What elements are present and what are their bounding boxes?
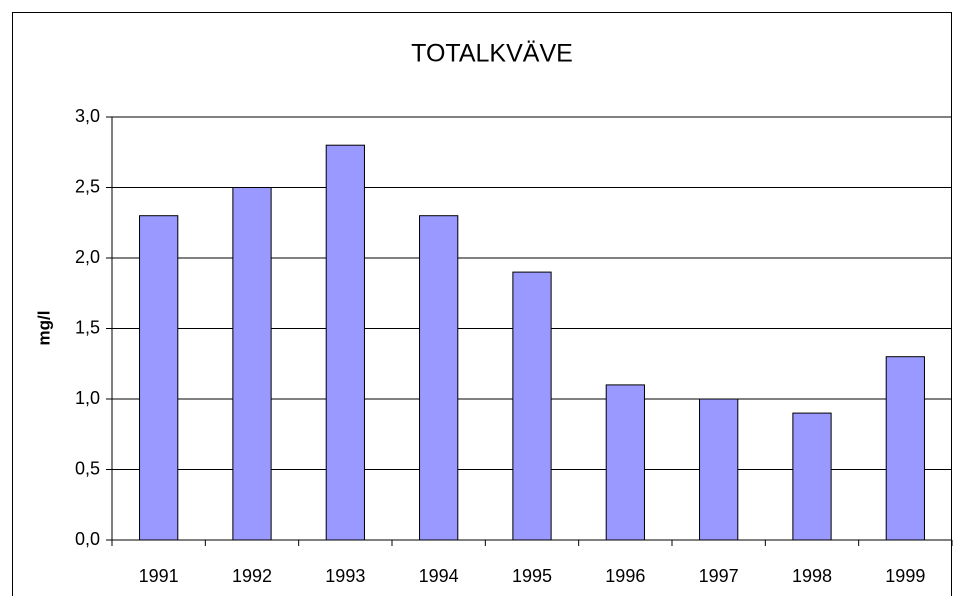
y-tick-label: 3,0 [75,106,100,126]
bar [232,187,272,541]
x-tick-label: 1997 [699,566,739,586]
bar [512,271,552,541]
y-tick-label: 0,5 [75,458,100,478]
chart-frame [12,12,952,596]
x-tick-label: 1996 [605,566,645,586]
x-tick-label: 1994 [419,566,459,586]
bar [419,215,459,541]
y-tick-label: 0,0 [75,529,100,549]
y-tick-label: 2,0 [75,247,100,267]
bar [885,356,925,541]
bar [325,144,365,541]
y-axis-label: mg/l [34,311,53,346]
x-tick-label: 1991 [139,566,179,586]
chart-title: TOTALKVÄVE [411,40,573,68]
x-tick-label: 1995 [512,566,552,586]
bar [699,398,739,541]
bar [139,215,179,541]
x-tick-label: 1992 [232,566,272,586]
bar [792,412,832,541]
x-tick-label: 1998 [792,566,832,586]
bar [605,384,645,541]
y-tick-label: 1,0 [75,388,100,408]
x-tick-label: 1993 [325,566,365,586]
x-tick-label: 1999 [885,566,925,586]
y-tick-label: 2,5 [75,176,100,196]
y-tick-label: 1,5 [75,317,100,337]
